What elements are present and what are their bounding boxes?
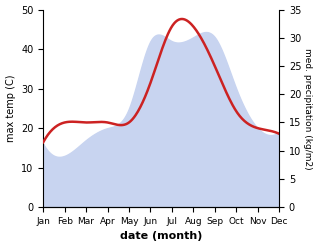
Y-axis label: med. precipitation (kg/m2): med. precipitation (kg/m2) bbox=[303, 48, 313, 169]
Y-axis label: max temp (C): max temp (C) bbox=[5, 75, 16, 142]
X-axis label: date (month): date (month) bbox=[120, 231, 202, 242]
